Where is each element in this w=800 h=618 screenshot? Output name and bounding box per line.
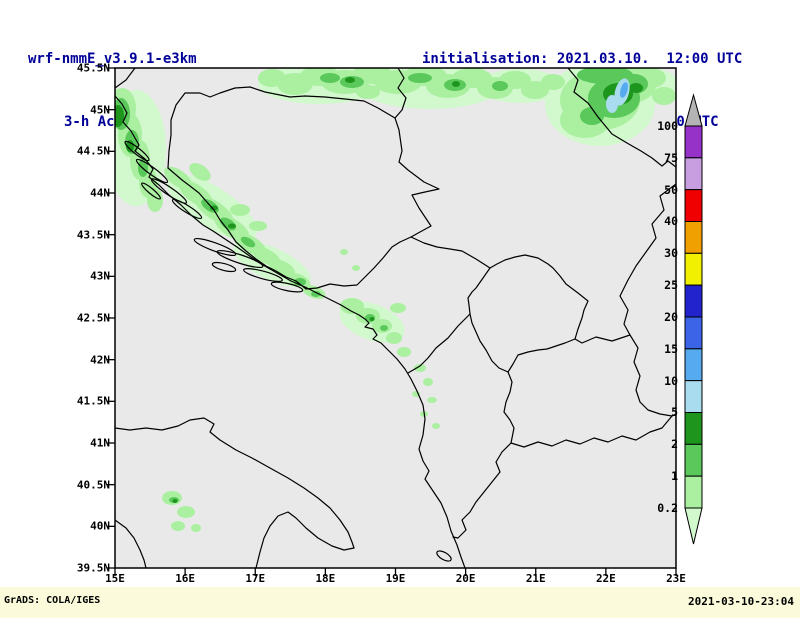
precip-shading-blue (606, 78, 630, 113)
border-macedonia-bulgaria (629, 334, 673, 417)
coastline-italy-south (115, 519, 147, 568)
legend-value-label: 100 (657, 119, 678, 133)
legend-value-label: 1 (671, 469, 678, 484)
y-tick-label: 41.5N (76, 394, 110, 408)
border-macedonia-greece (510, 413, 676, 448)
y-tick-label: 43.5N (76, 228, 110, 242)
legend-value-label: 20 (664, 309, 678, 324)
y-tick-label: 44N (90, 186, 110, 200)
border-croatia-serbia (394, 68, 407, 119)
axis-tick-marks (107, 67, 677, 576)
croatian-islands (124, 140, 452, 562)
legend-value-label: 10 (664, 373, 678, 388)
coastline-adriatic-east (115, 95, 466, 568)
legend-value-label: 15 (664, 341, 678, 356)
border-bosnia (167, 86, 440, 290)
y-tick-label: 45N (90, 103, 110, 117)
legend-value-label: 30 (664, 246, 678, 261)
legend-value-label: 75 (664, 150, 678, 165)
border-serbia-montenegro (410, 236, 491, 269)
x-tick-label: 18E (315, 572, 336, 585)
model-title: wrf-nmmE_v3.9.1-e3km (28, 51, 197, 67)
x-tick-label: 21E (525, 572, 546, 585)
footer-strip (0, 587, 800, 618)
border-serbia-romania (567, 68, 676, 168)
border-montenegro-albania (407, 313, 471, 374)
y-tick-label: 44.5N (76, 144, 110, 158)
legend-value-label: 40 (664, 214, 678, 229)
y-tick-label: 45.5N (76, 61, 110, 75)
x-tick-label: 15E (105, 572, 125, 585)
coastlines-and-borders (115, 68, 676, 568)
y-tick-label: 43N (90, 269, 110, 283)
border-albania-macedonia (503, 371, 515, 444)
border-serbia-bulgaria (619, 183, 676, 336)
y-tick-label: 42.5N (76, 311, 110, 325)
init-time-label: initialisation: 2021.03.10. 12:00 UTC (422, 51, 743, 67)
legend-value-label: 0.2 (657, 500, 678, 515)
border-albania-greece (452, 442, 512, 539)
y-tick-label: 41N (90, 436, 110, 450)
creation-timestamp: 2021-03-10-23:04 (688, 595, 794, 608)
x-tick-label: 23E (666, 572, 686, 585)
border-slovenia (115, 68, 136, 89)
coastline-italy (115, 417, 355, 568)
precip-shading-level2 (115, 68, 648, 503)
grads-credit-label: GrADS: COLA/IGES (4, 595, 101, 606)
y-tick-label: 39.5N (76, 561, 110, 575)
legend-value-label: 50 (664, 182, 678, 197)
x-tick-label: 16E (175, 572, 196, 585)
x-tick-label: 19E (385, 572, 406, 585)
y-tick-label: 42N (90, 353, 110, 367)
legend-value-label: 25 (664, 278, 678, 293)
border-serbia-macedonia (574, 334, 631, 344)
legend-value-label: 5 (671, 405, 678, 420)
x-tick-label: 17E (245, 572, 266, 585)
x-tick-label: 20E (455, 572, 476, 585)
y-tick-label: 40N (90, 519, 110, 533)
y-tick-label: 40.5N (76, 478, 110, 492)
colorbar (684, 93, 703, 545)
x-tick-label: 22E (595, 572, 616, 585)
border-kosovo (467, 254, 589, 373)
legend-value-label: 2 (671, 437, 678, 452)
